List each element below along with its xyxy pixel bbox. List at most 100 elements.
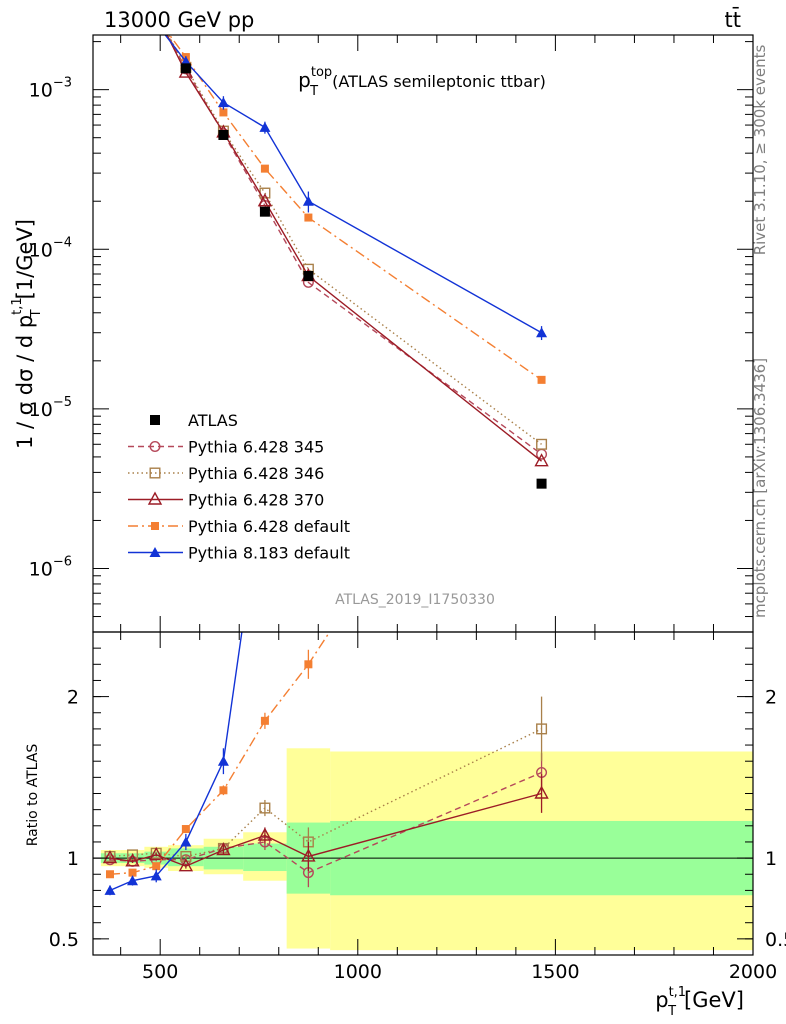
process-label: tt̄ [725,7,741,32]
ratio-point-3-5 [260,716,269,725]
top-ytick-label-1: 10−5 [29,395,72,421]
atlas-point-5 [259,206,270,217]
bot-ytick-label-left-1: 1 [67,848,79,870]
ratio-point-4-0 [104,884,116,895]
x-tick-label-1: 1000 [334,961,382,983]
atlas-point-7 [536,478,547,489]
legend-label-4: Pythia 8.183 default [188,544,350,563]
top-ytick-exp-3: −3 [53,76,72,91]
energy-label: 13000 GeV pp [104,8,254,32]
ratio-point-2-4 [216,842,231,856]
analysis-id: ATLAS_2019_I1750330 [335,592,495,608]
series-point-1-7 [536,438,548,450]
ratio-line-4 [109,632,243,892]
series-line-2 [166,35,542,462]
ratio-point-4-1 [127,875,139,886]
mcplots-label: mcplots.cern.ch [arXiv:1306.3436] [751,358,769,618]
top-ytick-label-3: 10−3 [29,76,72,102]
series-point-4-4 [217,97,229,108]
legend: ATLAS Pythia 6.428 345 Pythia 6.428 346 Pyt… [128,411,350,563]
atlas-point-4 [218,129,229,140]
ratio-point-1-1 [127,849,139,861]
ratio-point-2-1 [125,853,140,867]
ratio-panel-series [102,305,549,896]
rivet-label: Rivet 3.1.10, ≥ 300k events [751,45,769,256]
legend-label-3: Pythia 6.428 default [188,517,350,536]
ratio-point-3-3 [181,825,190,834]
x-tick-label-2: 1500 [531,961,579,983]
ratio-point-3-2 [152,862,161,871]
series-point-2-5 [257,193,273,207]
x-label-unit: [GeV] [684,988,744,1012]
ratio-panel-frame [92,631,754,956]
legend-marker-4 [149,547,161,557]
series-point-4-6 [302,195,314,206]
legend-marker-2 [147,491,163,505]
ratio-point-1-7 [536,723,548,735]
legend-marker-1 [149,467,161,479]
top-ylabel: 1 / σ dσ / d pt,1 T [1/GeV] [10,219,44,449]
series-point-2-7 [534,453,549,467]
legend-label-1: Pythia 6.428 346 [188,464,324,483]
legend-marker-atlas [150,415,160,425]
ratio-point-2-0 [102,850,118,864]
ratio-point-2-6 [301,848,316,862]
legend-label-atlas: ATLAS [188,411,238,430]
chart-title-rest: (ATLAS semileptonic ttbar) [332,72,546,91]
top-ylabel-sup: t,1 [10,297,25,315]
chart-title-sup: top [311,65,332,80]
ratio-point-3-0 [105,870,114,879]
ratio-point-3-1 [128,868,137,877]
legend-marker-0 [149,441,161,453]
ratio-uncertainty-bands [93,748,753,951]
x-label-sub: T [667,1004,676,1019]
axes: 10−610−510−410−310−210−10.50.51122500100… [29,35,786,983]
bot-ytick-label-right-1: 1 [765,848,777,870]
top-panel-series [164,35,549,489]
bot-ytick-label-left-2: 2 [67,687,79,709]
ratio-point-1-3 [180,850,192,862]
ratio-point-1-5 [259,802,271,814]
atlas-point-3 [180,63,191,74]
top-ylabel-unit: [1/GeV] [13,219,37,299]
legend-label-2: Pythia 6.428 370 [188,491,324,510]
series-point-3-5 [260,164,269,173]
bot-ytick-label-left-0: 0.5 [49,929,79,951]
atlas-point-6 [303,270,314,281]
chart-title: ptop T (ATLAS semileptonic ttbar) [298,65,546,99]
ratio-point-2-3 [178,858,194,872]
bot-ytick-label-right-0: 0.5 [765,929,786,951]
ratio-ylabel: Ratio to ATLAS [25,744,41,847]
chart-title-sub: T [309,84,318,99]
ratio-point-2-7 [534,785,549,799]
ratio-point-4-4 [217,755,229,766]
series-point-4-7 [536,327,548,338]
ratio-line-1 [109,728,542,858]
series-point-3-6 [304,213,313,222]
series-point-3-4 [219,108,228,117]
series-point-3-7 [537,375,546,384]
x-axis-label: pt,1 T [GeV] [655,985,744,1019]
series-line-3 [168,35,542,381]
ratio-point-3-4 [219,786,228,795]
ratio-point-2-5 [257,827,273,841]
chart-title-main: p [298,68,311,92]
legend-marker-3 [151,522,159,530]
top-ytick-label-0: 10−6 [29,554,72,580]
top-ylabel-sub: T [29,309,44,318]
ratio-point-4-3 [180,836,192,847]
ratio-point-3-6 [304,660,313,669]
top-ytick-exp-2: −4 [53,235,72,250]
x-label-main: p [655,988,668,1012]
series-line-1 [167,35,542,445]
legend-label-0: Pythia 6.428 345 [188,438,324,457]
top-panel-frame [92,34,754,633]
ratio-point-3-7 [538,305,546,313]
x-tick-label-3: 2000 [729,961,777,983]
series-line-4 [164,35,542,334]
x-tick-label-0: 500 [142,961,178,983]
series-point-4-5 [259,121,271,132]
ratio-line-2 [109,792,542,867]
top-ylabel-main: 1 / σ dσ / d p [13,315,37,449]
